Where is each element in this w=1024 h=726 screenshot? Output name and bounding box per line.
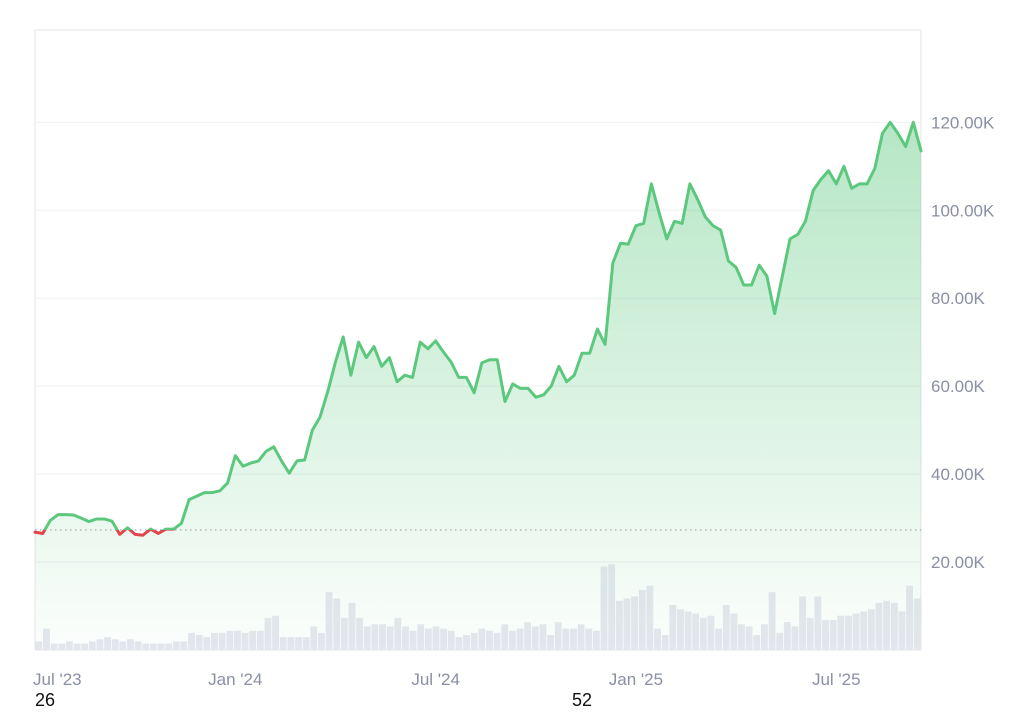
- line-layer: [33, 120, 923, 537]
- x-tick-label: Jul '23: [33, 670, 82, 689]
- y-axis-ticks: 20.00K 40.00K 60.00K 80.00K 100.00K 120.00K: [931, 113, 995, 572]
- x-tick-label: Jan '25: [609, 670, 663, 689]
- y-tick-label: 20.00K: [931, 553, 986, 572]
- y-tick-label: 80.00K: [931, 289, 986, 308]
- area-layer: [35, 122, 921, 651]
- x-tick-label: Jan '24: [208, 670, 262, 689]
- x-tick-label: Jul '25: [812, 670, 861, 689]
- y-tick-label: 60.00K: [931, 377, 986, 396]
- x-axis-ticks: Jul '23 Jan '24 Jul '24 Jan '25 Jul '25 26 52: [33, 670, 861, 710]
- x-sub-label: 52: [572, 690, 592, 710]
- x-sub-label: 26: [35, 690, 55, 710]
- y-tick-label: 120.00K: [931, 113, 995, 132]
- x-tick-label: Jul '24: [411, 670, 460, 689]
- y-tick-label: 100.00K: [931, 201, 995, 220]
- y-tick-label: 40.00K: [931, 465, 986, 484]
- price-area: [35, 122, 921, 651]
- price-line-up: [43, 120, 923, 530]
